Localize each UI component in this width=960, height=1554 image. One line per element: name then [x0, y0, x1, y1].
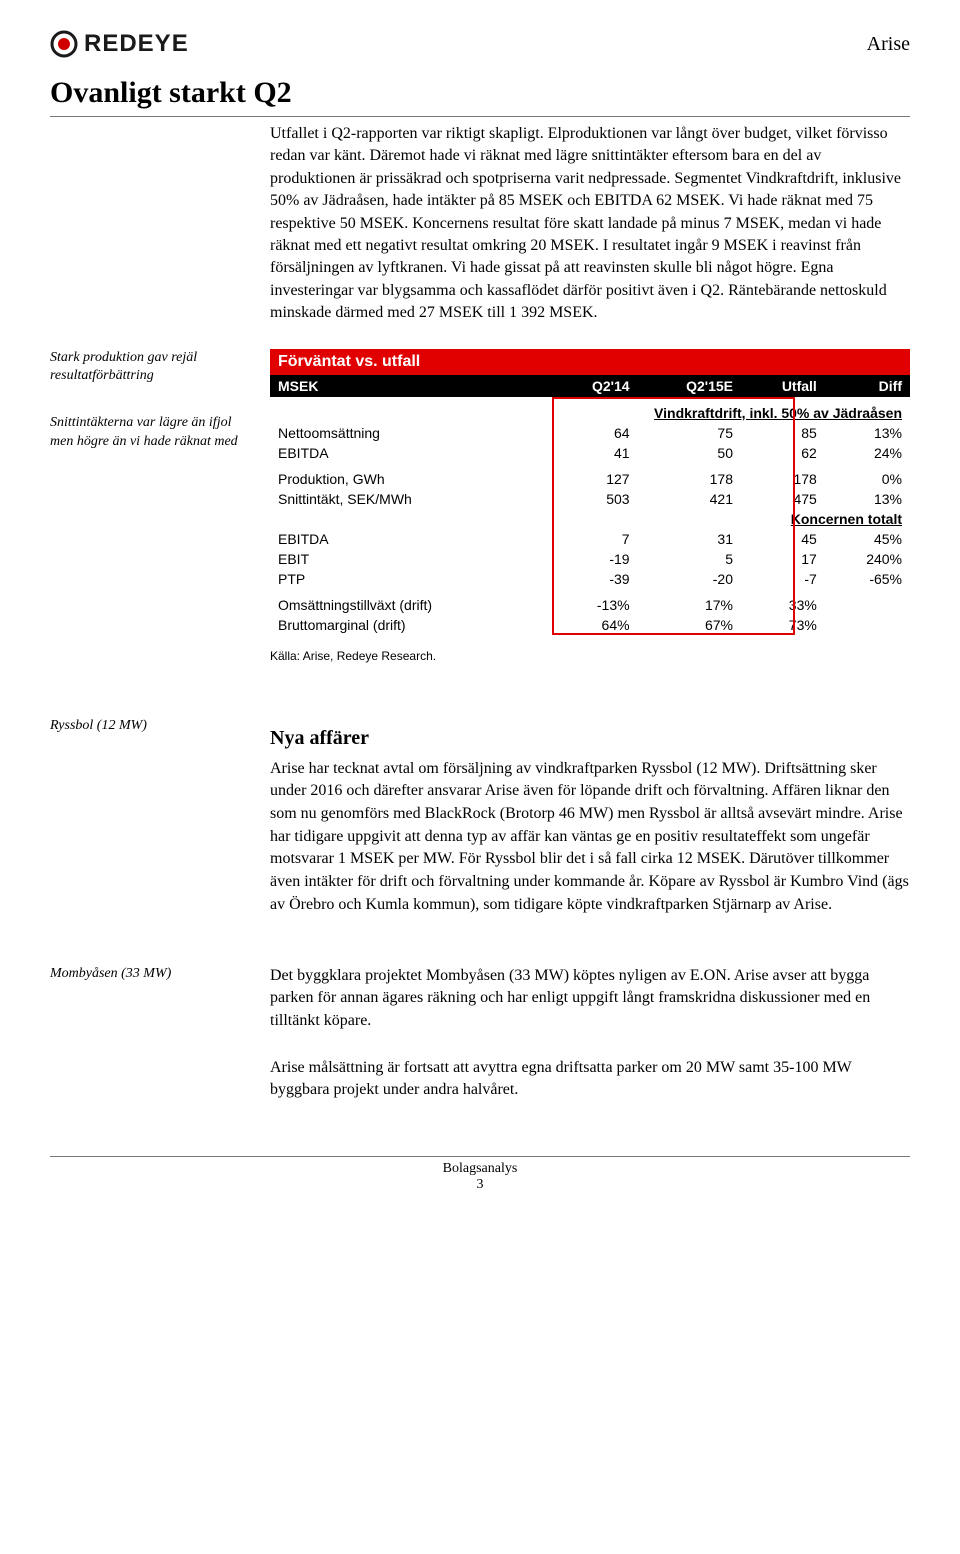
main-column: Det byggklara projektet Mombyåsen (33 MW… — [270, 965, 910, 1127]
table-row: Bruttomarginal (drift) 64% 67% 73% — [270, 615, 910, 635]
col-msek: MSEK — [270, 375, 550, 397]
side-note-momby: Mombyåsen (33 MW) — [50, 965, 250, 984]
col-q214: Q2'14 — [550, 375, 638, 397]
table-wrapper: Förväntat vs. utfall MSEK Q2'14 Q2'15E U… — [270, 349, 910, 635]
intro-paragraph: Utfallet i Q2-rapporten var riktigt skap… — [270, 123, 910, 325]
table-title-row: Förväntat vs. utfall — [270, 349, 910, 375]
col-q215e: Q2'15E — [638, 375, 741, 397]
table-row: Omsättningstillväxt (drift) -13% 17% 33% — [270, 595, 910, 615]
redeye-logo-icon — [50, 30, 78, 58]
footer-label: Bolagsanalys — [50, 1161, 910, 1177]
logo: REDEYE — [50, 30, 189, 58]
table-row: EBITDA 41 50 62 24% — [270, 443, 910, 463]
table-section: Stark produktion gav rejäl resultatförbä… — [50, 349, 910, 663]
side-note-2: Snittintäkterna var lägre än ifjol men h… — [50, 414, 250, 452]
table-source: Källa: Arise, Redeye Research. — [270, 649, 910, 663]
side-column: Mombyåsen (33 MW) — [50, 965, 250, 1127]
page-title: Ovanligt starkt Q2 — [50, 76, 910, 117]
col-utfall: Utfall — [741, 375, 825, 397]
section3-label: Koncernen totalt — [270, 509, 910, 529]
page-footer: Bolagsanalys 3 — [50, 1156, 910, 1193]
table-row: EBIT -19 5 17 240% — [270, 549, 910, 569]
table-row: Nettoomsättning 64 75 85 13% — [270, 423, 910, 443]
section1-label: Vindkraftdrift, inkl. 50% av Jädraåsen — [270, 403, 910, 423]
company-name: Arise — [867, 33, 910, 56]
logo-text: REDEYE — [84, 30, 189, 58]
main-column: Nya affärer Arise har tecknat avtal om f… — [270, 687, 910, 941]
table-header-row: MSEK Q2'14 Q2'15E Utfall Diff — [270, 375, 910, 397]
momby-section: Mombyåsen (33 MW) Det byggklara projekte… — [50, 965, 910, 1127]
para-ryssbol: Arise har tecknat avtal om försäljning a… — [270, 758, 910, 917]
table-row: Snittintäkt, SEK/MWh 503 421 475 13% — [270, 489, 910, 509]
table-title: Förväntat vs. utfall — [270, 349, 910, 375]
side-column: Stark produktion gav rejäl resultatförbä… — [50, 349, 250, 663]
nya-affarer-section: Ryssbol (12 MW) Nya affärer Arise har te… — [50, 687, 910, 941]
table-row: PTP -39 -20 -7 -65% — [270, 569, 910, 589]
page-header: REDEYE Arise — [50, 30, 910, 58]
subheading-nya-affarer: Nya affärer — [270, 727, 910, 750]
main-column: Förväntat vs. utfall MSEK Q2'14 Q2'15E U… — [270, 349, 910, 663]
table-row: Produktion, GWh 127 178 178 0% — [270, 469, 910, 489]
expectations-table: Förväntat vs. utfall MSEK Q2'14 Q2'15E U… — [270, 349, 910, 635]
col-diff: Diff — [825, 375, 910, 397]
side-note-ryssbol: Ryssbol (12 MW) — [50, 717, 250, 736]
footer-page: 3 — [50, 1177, 910, 1193]
side-note-1: Stark produktion gav rejäl resultatförbä… — [50, 349, 250, 387]
para-final: Arise målsättning är fortsatt att avyttr… — [270, 1057, 910, 1102]
para-momby: Det byggklara projektet Mombyåsen (33 MW… — [270, 965, 910, 1033]
side-column: Ryssbol (12 MW) — [50, 687, 250, 941]
table-row: EBITDA 7 31 45 45% — [270, 529, 910, 549]
